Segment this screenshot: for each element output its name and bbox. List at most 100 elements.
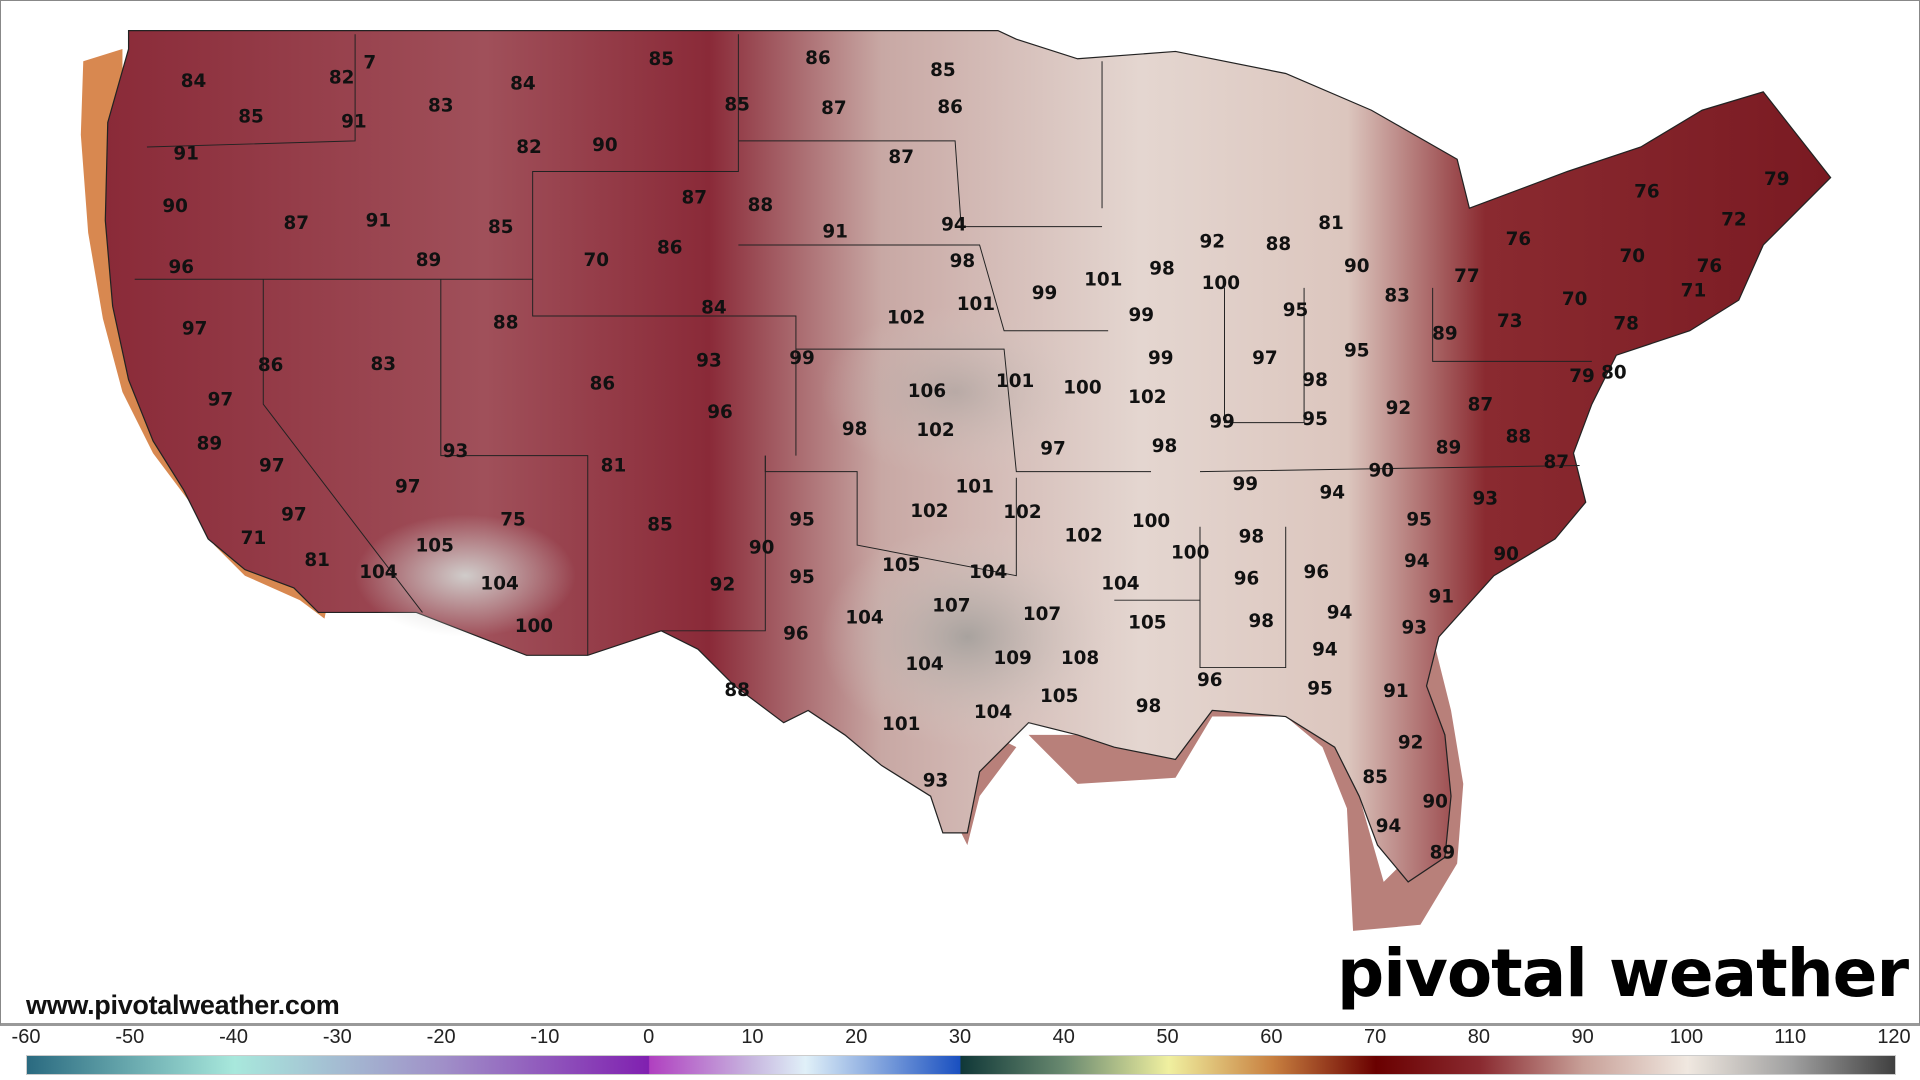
temperature-label: 84 — [510, 74, 536, 95]
temperature-label: 71 — [1681, 281, 1707, 302]
temperature-label: 89 — [1436, 437, 1462, 458]
temperature-label: 7 — [363, 53, 376, 74]
temperature-label: 85 — [930, 60, 956, 81]
colorbar-tick: 110 — [1774, 1026, 1807, 1048]
temperature-label: 101 — [996, 371, 1034, 392]
temperature-label: 102 — [1065, 525, 1103, 546]
temperature-label: 97 — [281, 505, 307, 526]
temperature-map: 84 82 7 85 91 83 84 85 86 85 85 87 86 82 90 91 87 90 87 91 8… — [80, 30, 1832, 931]
temperature-label: 94 — [941, 214, 967, 235]
temperature-label: 100 — [1202, 273, 1240, 294]
colorbar-tick: 70 — [1363, 1026, 1387, 1048]
temperature-label: 86 — [590, 374, 616, 395]
colorbar-tick-labels: -60 -50 -40 -30 -20 -10 0 10 20 30 40 50 60 70 80 90 100… — [0, 1026, 1920, 1050]
temperature-label: 89 — [416, 250, 442, 271]
colorbar-tick: 120 — [1877, 1026, 1911, 1048]
colorbar-tick: -30 — [322, 1026, 352, 1048]
colorbar-tick: 100 — [1669, 1026, 1704, 1048]
temperature-label: 91 — [366, 211, 392, 232]
temperature-label: 83 — [1384, 285, 1410, 306]
heat-core-desert — [355, 514, 576, 637]
temperature-label: 99 — [1233, 474, 1259, 495]
temperature-label: 87 — [1468, 394, 1494, 415]
temperature-label: 104 — [905, 654, 943, 675]
temperature-label: 100 — [515, 616, 553, 637]
temperature-label: 76 — [1506, 229, 1532, 250]
temperature-label: 96 — [1304, 562, 1330, 583]
temperature-label: 95 — [1283, 300, 1309, 321]
temperature-label: 98 — [1248, 611, 1274, 632]
colorbar-tick: 50 — [1156, 1026, 1179, 1048]
colorbar-tick: 10 — [741, 1026, 764, 1048]
temperature-label: 79 — [1764, 169, 1790, 190]
temperature-label: 93 — [1402, 617, 1428, 638]
temperature-label: 90 — [162, 196, 188, 217]
temperature-label: 91 — [822, 222, 848, 243]
temperature-label: 87 — [284, 213, 310, 234]
temperature-label: 101 — [882, 714, 920, 735]
temperature-label: 94 — [1404, 551, 1430, 572]
heat-core-south-plains — [820, 526, 1115, 748]
temperature-label: 107 — [1023, 604, 1061, 625]
temperature-label: 82 — [516, 137, 542, 158]
temperature-label: 94 — [1312, 639, 1338, 660]
temperature-label: 90 — [1344, 256, 1370, 277]
temperature-label: 79 — [1569, 366, 1595, 387]
colorbar-tick: 90 — [1571, 1026, 1594, 1048]
temperature-label: 70 — [1562, 289, 1588, 310]
temperature-label: 108 — [1061, 648, 1099, 669]
temperature-label: 90 — [1422, 791, 1448, 812]
temperature-label: 91 — [173, 143, 199, 164]
temperature-label: 87 — [682, 187, 708, 208]
temperature-label: 104 — [845, 608, 883, 629]
temperature-label: 104 — [359, 562, 397, 583]
temperature-label: 98 — [1239, 527, 1265, 548]
temperature-label: 104 — [480, 573, 518, 594]
temperature-label: 88 — [724, 680, 750, 701]
temperature-colorbar — [26, 1055, 1896, 1075]
temperature-label: 92 — [1386, 398, 1412, 419]
temperature-label: 98 — [1149, 258, 1175, 279]
temperature-label: 98 — [842, 419, 868, 440]
temperature-label: 96 — [1234, 568, 1260, 589]
colorbar-tick: 0 — [643, 1026, 655, 1048]
temperature-label: 102 — [1128, 387, 1166, 408]
temperature-label: 90 — [1493, 544, 1519, 565]
temperature-label: 96 — [707, 402, 733, 423]
colorbar-tick: 60 — [1260, 1026, 1283, 1048]
temperature-label: 107 — [932, 595, 970, 616]
temperature-label: 95 — [789, 510, 815, 531]
temperature-label: 98 — [1136, 696, 1162, 717]
temperature-label: 87 — [1544, 452, 1570, 473]
temperature-label: 85 — [1362, 767, 1388, 788]
temperature-label: 84 — [701, 298, 727, 319]
pivotal-weather-logo: pivotal weather — [1336, 935, 1909, 1012]
temperature-label: 94 — [1319, 483, 1345, 504]
temperature-label: 92 — [1398, 733, 1424, 754]
temperature-label: 86 — [805, 48, 831, 69]
temperature-label: 88 — [1266, 234, 1292, 255]
temperature-label: 101 — [956, 477, 994, 498]
temperature-label: 86 — [937, 97, 963, 118]
temperature-label: 99 — [1148, 348, 1174, 369]
temperature-label: 100 — [1171, 543, 1209, 564]
temperature-label: 89 — [1430, 843, 1456, 864]
temperature-label: 94 — [1327, 603, 1353, 624]
temperature-label: 89 — [1432, 323, 1458, 344]
temperature-label: 85 — [238, 107, 264, 128]
temperature-label: 97 — [395, 477, 421, 498]
temperature-label: 72 — [1721, 209, 1747, 230]
temperature-label: 86 — [657, 238, 683, 259]
temperature-label: 95 — [789, 567, 815, 588]
temperature-label: 98 — [950, 251, 976, 272]
temperature-label: 98 — [1302, 370, 1328, 391]
temperature-label: 81 — [601, 456, 627, 477]
temperature-label: 97 — [182, 318, 208, 339]
temperature-label: 101 — [957, 294, 995, 315]
temperature-label: 104 — [1101, 573, 1139, 594]
temperature-label: 76 — [1634, 181, 1660, 202]
temperature-label: 106 — [908, 381, 946, 402]
temperature-label: 73 — [1497, 311, 1523, 332]
temperature-label: 96 — [168, 257, 194, 278]
temperature-label: 91 — [341, 111, 367, 132]
